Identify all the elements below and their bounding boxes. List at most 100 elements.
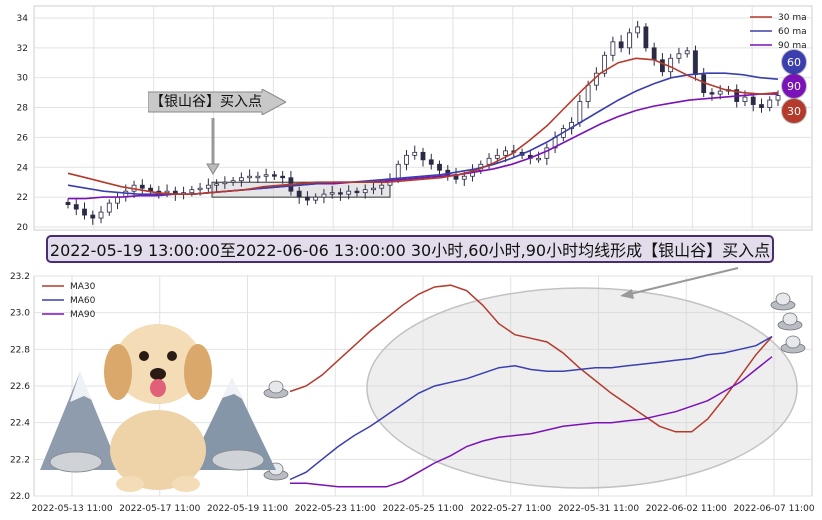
caption-pointer bbox=[629, 267, 739, 295]
candle-body bbox=[214, 183, 220, 186]
candle-body bbox=[412, 151, 418, 156]
ma60-badge-label: 60 bbox=[787, 55, 801, 69]
ingot-base bbox=[770, 299, 796, 311]
candle-body bbox=[106, 202, 112, 213]
y-tick-label: 22.2 bbox=[10, 455, 30, 465]
legend-label: MA90 bbox=[70, 310, 96, 320]
candle-body bbox=[197, 187, 203, 191]
candle-body bbox=[230, 180, 236, 183]
candle-body bbox=[618, 41, 624, 49]
candle-body bbox=[684, 50, 690, 55]
candle-body bbox=[635, 26, 641, 34]
candle-body bbox=[420, 151, 426, 161]
x-tick-label: 2022-05-25 11:00 bbox=[382, 504, 463, 514]
candle-body bbox=[585, 84, 591, 102]
candle-body bbox=[82, 208, 87, 216]
candle-body bbox=[65, 201, 71, 206]
candle-body bbox=[305, 196, 310, 201]
candle-body bbox=[626, 32, 632, 49]
ma30-badge-label: 30 bbox=[787, 104, 801, 118]
candle-body bbox=[503, 150, 508, 156]
candle-body bbox=[494, 154, 500, 159]
candle-body bbox=[371, 187, 376, 191]
candle-body bbox=[693, 50, 698, 76]
silver-ingot-icon bbox=[780, 335, 806, 354]
candle-body bbox=[767, 99, 773, 108]
candle-body bbox=[329, 192, 335, 195]
candle-body bbox=[238, 177, 244, 182]
legend-label: 60 ma bbox=[778, 27, 807, 37]
mountain-snow bbox=[222, 378, 244, 400]
dog-paw bbox=[116, 476, 144, 492]
y-tick-label: 32 bbox=[17, 44, 28, 54]
candle-body bbox=[164, 190, 170, 194]
y-tick-label: 23.2 bbox=[10, 272, 30, 282]
ingot-top bbox=[785, 335, 801, 349]
x-tick-label: 2022-05-23 11:00 bbox=[295, 504, 376, 514]
mountain-shape bbox=[40, 372, 120, 470]
candle-body bbox=[139, 184, 145, 189]
dog-nose bbox=[150, 368, 166, 380]
dog-head bbox=[114, 324, 202, 404]
ingot-base bbox=[777, 319, 803, 331]
candle-body bbox=[346, 190, 352, 195]
candle-body bbox=[362, 189, 368, 194]
ingot-base bbox=[263, 387, 289, 399]
candle-body bbox=[742, 96, 748, 102]
candle-body bbox=[379, 184, 385, 189]
candle-body bbox=[263, 174, 269, 177]
y-tick-label: 26 bbox=[17, 133, 29, 143]
silver-ingot-icon bbox=[770, 292, 796, 311]
candle-body bbox=[255, 175, 261, 179]
candle-body bbox=[73, 204, 79, 210]
candle-body bbox=[90, 214, 96, 219]
candle-body bbox=[247, 175, 253, 179]
ma60-badge: 60 bbox=[782, 50, 806, 74]
candle-body bbox=[709, 92, 715, 95]
ma30-line bbox=[67, 57, 779, 195]
dog-paw bbox=[172, 476, 200, 492]
candle-body bbox=[222, 181, 228, 185]
candle-body bbox=[338, 192, 343, 195]
ingot-base bbox=[263, 469, 289, 481]
dog-ear bbox=[184, 344, 212, 400]
y-tick-label: 22 bbox=[17, 193, 28, 203]
ingot-base bbox=[780, 342, 806, 354]
silver-ingot-icon bbox=[263, 380, 289, 399]
x-tick-label: 2022-05-19 11:00 bbox=[207, 504, 288, 514]
x-tick-label: 2022-05-31 11:00 bbox=[558, 504, 639, 514]
ingot-top bbox=[782, 312, 798, 326]
x-tick-label: 2022-05-13 11:00 bbox=[31, 504, 112, 514]
candlestick-chart: 20 22 24 26 28 30 32 34 30 ma 60 ma 90 ma bbox=[17, 5, 813, 232]
candle-body bbox=[486, 157, 492, 165]
candle-body bbox=[759, 104, 764, 108]
plot-area bbox=[33, 275, 813, 497]
ingot-top bbox=[775, 292, 791, 306]
candle-body bbox=[354, 190, 360, 194]
ma90-badge: 90 bbox=[782, 74, 806, 98]
candle-body bbox=[610, 41, 616, 56]
y-tick-label: 20 bbox=[17, 223, 29, 232]
candle-body bbox=[395, 163, 401, 180]
series-line-ma60 bbox=[289, 335, 773, 481]
series-line-ma30 bbox=[289, 284, 773, 433]
silver-ingot-icon bbox=[49, 451, 103, 473]
candle-body bbox=[115, 196, 120, 204]
mountain-snow bbox=[70, 372, 92, 402]
y-tick-label: 22.4 bbox=[10, 419, 30, 429]
x-tick-label: 2022-05-17 11:00 bbox=[119, 504, 200, 514]
candle-body bbox=[98, 211, 104, 219]
highlight-ellipse bbox=[366, 287, 798, 489]
series-line-ma90 bbox=[290, 356, 773, 488]
ma90-badge-label: 90 bbox=[787, 79, 801, 93]
signal-caption: 2022-05-19 13:00:00至2022-06-06 13:00:00 … bbox=[46, 235, 774, 263]
legend-label: 30 ma bbox=[778, 13, 807, 23]
candle-body bbox=[205, 184, 211, 189]
legend-label: MA60 bbox=[70, 296, 96, 306]
y-tick-label: 23.0 bbox=[10, 309, 30, 319]
candle-body bbox=[404, 154, 409, 165]
ma30-badge: 30 bbox=[782, 99, 806, 123]
candle-body bbox=[536, 157, 541, 161]
candle-body bbox=[651, 47, 657, 61]
signal-label: 【银山谷】买入点 bbox=[150, 94, 262, 110]
